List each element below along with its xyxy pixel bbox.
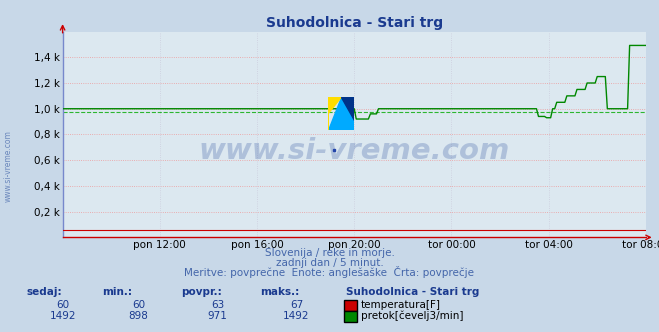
Text: 60: 60 <box>56 300 69 310</box>
Text: Meritve: povprečne  Enote: anglešaške  Črta: povprečje: Meritve: povprečne Enote: anglešaške Črt… <box>185 266 474 278</box>
Text: 63: 63 <box>211 300 224 310</box>
Text: 898: 898 <box>129 311 148 321</box>
Text: 1492: 1492 <box>49 311 76 321</box>
Text: sedaj:: sedaj: <box>26 288 62 297</box>
Text: 971: 971 <box>208 311 227 321</box>
Text: www.si-vreme.com: www.si-vreme.com <box>198 137 510 165</box>
Title: Suhodolnica - Stari trg: Suhodolnica - Stari trg <box>266 16 443 30</box>
Text: Suhodolnica - Stari trg: Suhodolnica - Stari trg <box>346 288 479 297</box>
Text: min.:: min.: <box>102 288 132 297</box>
Text: 60: 60 <box>132 300 145 310</box>
Text: www.si-vreme.com: www.si-vreme.com <box>4 130 13 202</box>
Text: povpr.:: povpr.: <box>181 288 222 297</box>
Text: 1492: 1492 <box>283 311 310 321</box>
Text: pretok[čevelj3/min]: pretok[čevelj3/min] <box>361 311 464 321</box>
Text: 67: 67 <box>290 300 303 310</box>
Text: zadnji dan / 5 minut.: zadnji dan / 5 minut. <box>275 258 384 268</box>
Text: Slovenija / reke in morje.: Slovenija / reke in morje. <box>264 248 395 258</box>
Text: temperatura[F]: temperatura[F] <box>361 300 441 310</box>
Text: maks.:: maks.: <box>260 288 300 297</box>
